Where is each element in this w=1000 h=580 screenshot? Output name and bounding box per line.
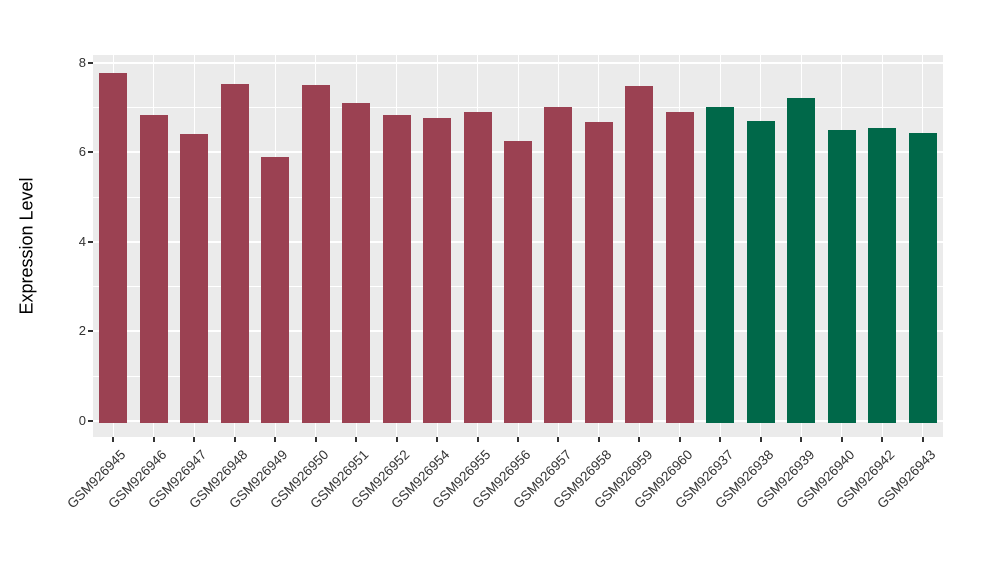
y-tick-mark [88,420,93,422]
plot-panel [93,55,943,437]
bar-GSM926937 [706,106,735,423]
bar-GSM926960 [665,112,694,423]
bar-GSM926959 [625,85,654,423]
x-tick-mark [800,437,803,442]
bar-GSM926955 [463,111,492,423]
x-tick-mark [678,437,681,442]
x-tick-mark [152,437,155,442]
gridline-major [93,61,943,64]
y-tick-label: 0 [78,413,86,428]
x-tick-mark [274,437,277,442]
x-tick-mark [881,437,884,442]
x-tick-mark [638,437,641,442]
y-tick-mark [88,330,93,333]
bar-GSM926947 [180,134,209,423]
x-tick-mark [436,437,439,442]
x-tick-mark [759,437,762,442]
x-tick-mark [719,437,722,442]
x-tick-mark [476,437,479,442]
bar-GSM926938 [746,120,775,423]
y-tick-label: 4 [78,233,86,249]
bar-GSM926949 [261,156,290,423]
x-tick-mark [395,437,398,442]
bar-GSM926946 [139,114,168,423]
x-tick-mark [597,437,600,442]
x-tick-mark [840,437,843,442]
bar-GSM926958 [584,121,613,423]
y-tick-label: 8 [78,54,86,70]
y-tick-mark [88,151,93,154]
bar-GSM926942 [868,128,897,423]
bar-GSM926940 [827,130,856,423]
x-tick-mark [314,437,317,442]
bar-GSM926939 [787,98,816,423]
y-tick-mark [88,61,93,64]
y-tick-mark [88,240,93,243]
x-tick-mark [193,437,196,442]
x-tick-mark [233,437,236,442]
bar-GSM926943 [908,132,937,423]
bar-GSM926950 [301,85,330,423]
x-tick-mark [112,437,115,442]
bar-GSM926957 [544,106,573,423]
gridline-minor [93,106,943,108]
x-tick-mark [921,437,924,442]
bar-GSM926945 [99,73,128,423]
y-tick-label: 2 [78,323,86,339]
x-tick-mark [517,437,519,442]
bar-GSM926951 [342,102,371,423]
x-tick-mark [557,437,560,442]
x-tick-mark [355,437,358,442]
bar-GSM926956 [504,140,532,423]
y-tick-label: 6 [78,144,86,160]
bar-GSM926952 [382,115,411,423]
bar-GSM926948 [220,83,249,423]
bar-GSM926954 [423,117,452,423]
